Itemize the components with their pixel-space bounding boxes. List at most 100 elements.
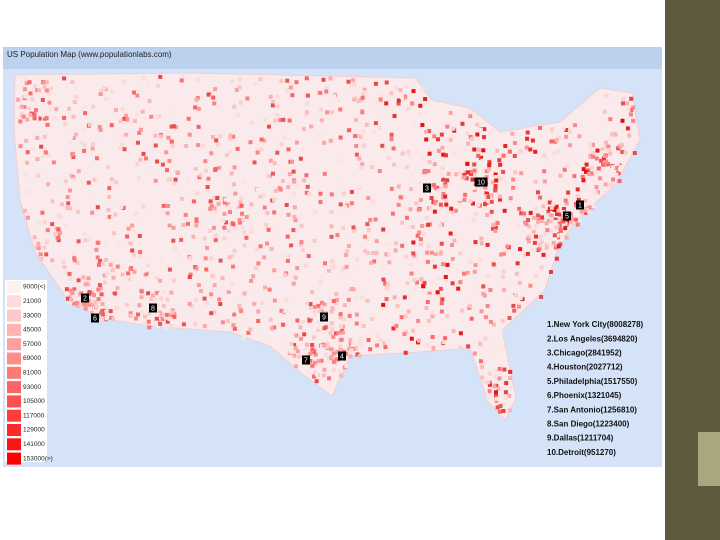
dot bbox=[338, 135, 343, 140]
dot bbox=[56, 238, 61, 243]
marker-box bbox=[149, 303, 157, 313]
dot bbox=[318, 200, 323, 205]
dot bbox=[22, 208, 27, 213]
dot bbox=[583, 208, 588, 213]
dot bbox=[491, 222, 496, 227]
dot bbox=[258, 77, 263, 82]
dot bbox=[505, 244, 510, 249]
dot bbox=[127, 277, 132, 282]
dot bbox=[266, 174, 271, 179]
dot bbox=[531, 229, 536, 234]
legend-swatch bbox=[7, 409, 21, 422]
dot bbox=[305, 184, 310, 189]
dot bbox=[339, 373, 344, 378]
dot bbox=[428, 332, 433, 337]
dot bbox=[232, 165, 237, 170]
dot bbox=[62, 76, 67, 81]
dot bbox=[323, 261, 327, 266]
dot bbox=[552, 208, 557, 212]
dot bbox=[441, 191, 446, 196]
dot bbox=[420, 123, 425, 127]
dot bbox=[258, 244, 263, 249]
dot bbox=[555, 208, 560, 213]
dot bbox=[466, 344, 471, 349]
dot bbox=[411, 251, 416, 256]
dot bbox=[530, 301, 535, 306]
dot bbox=[155, 312, 160, 317]
dot bbox=[143, 321, 148, 326]
dot bbox=[254, 147, 259, 152]
dot bbox=[319, 358, 324, 363]
dot bbox=[615, 161, 620, 166]
dot bbox=[86, 180, 91, 185]
dot bbox=[250, 120, 255, 125]
dot bbox=[542, 199, 547, 204]
dot bbox=[427, 159, 432, 164]
dot bbox=[501, 269, 506, 274]
dot bbox=[365, 237, 370, 241]
dot bbox=[159, 296, 163, 301]
dot bbox=[560, 237, 565, 241]
dot bbox=[132, 252, 137, 257]
dot bbox=[209, 151, 214, 156]
dot bbox=[427, 294, 432, 299]
dot bbox=[30, 147, 35, 152]
dot bbox=[76, 278, 81, 283]
dot bbox=[586, 133, 591, 138]
dot bbox=[240, 218, 245, 223]
dot bbox=[347, 350, 352, 355]
dot bbox=[398, 195, 403, 200]
dot bbox=[514, 293, 518, 298]
dot bbox=[416, 207, 421, 212]
marker-label: 7 bbox=[304, 357, 308, 364]
dot bbox=[439, 205, 444, 210]
dot bbox=[128, 241, 133, 246]
dot bbox=[266, 227, 271, 232]
dot bbox=[476, 153, 481, 158]
dot bbox=[502, 287, 507, 292]
dot bbox=[477, 257, 482, 262]
dot bbox=[465, 170, 470, 175]
dot bbox=[500, 393, 505, 397]
dot bbox=[115, 264, 120, 269]
dot bbox=[195, 191, 200, 196]
dot bbox=[396, 98, 401, 103]
dot bbox=[155, 290, 160, 295]
dot bbox=[308, 302, 313, 307]
dot bbox=[203, 159, 208, 164]
dot bbox=[559, 232, 564, 237]
dot bbox=[198, 173, 203, 178]
dot bbox=[285, 258, 290, 263]
dot bbox=[83, 238, 88, 243]
dot bbox=[319, 107, 324, 112]
dot bbox=[378, 338, 383, 343]
dot bbox=[598, 176, 602, 181]
dot bbox=[90, 210, 95, 215]
dot bbox=[494, 398, 499, 403]
dot bbox=[450, 281, 455, 286]
dot bbox=[365, 298, 370, 303]
dot bbox=[549, 205, 554, 210]
dot bbox=[463, 182, 468, 187]
dot bbox=[179, 78, 184, 83]
dot bbox=[404, 165, 409, 170]
dot bbox=[87, 300, 92, 305]
dot bbox=[286, 147, 291, 152]
dot bbox=[533, 179, 538, 184]
dot bbox=[305, 93, 310, 98]
dot bbox=[511, 303, 516, 308]
dot bbox=[354, 296, 359, 301]
dot bbox=[603, 145, 608, 149]
dot bbox=[342, 348, 347, 353]
dot bbox=[72, 287, 77, 292]
dot bbox=[507, 316, 512, 320]
dot bbox=[424, 215, 429, 220]
dot bbox=[580, 174, 585, 179]
dot bbox=[331, 265, 336, 270]
dot bbox=[606, 144, 611, 149]
dot bbox=[59, 215, 64, 220]
dot bbox=[37, 116, 42, 121]
dot bbox=[25, 215, 30, 220]
dot bbox=[462, 197, 467, 202]
dot bbox=[336, 330, 341, 335]
